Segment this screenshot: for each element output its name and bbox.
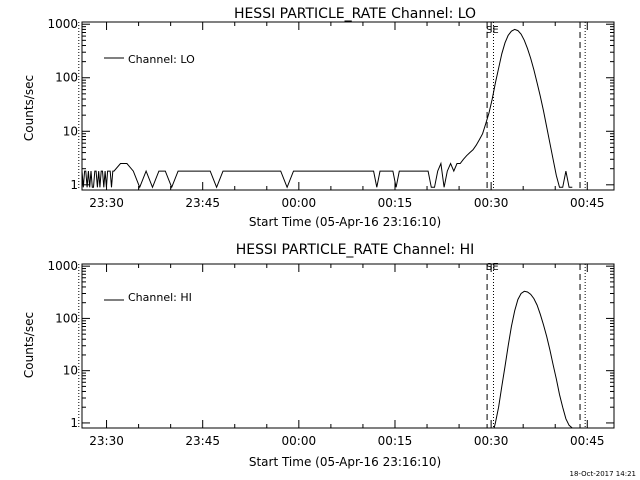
x-axis-label: Start Time (05-Apr-16 23:16:10) <box>249 215 441 229</box>
x-tick-label: 00:00 <box>282 434 317 448</box>
y-tick-label: 1000 <box>47 259 78 273</box>
y-tick-label: 1 <box>70 178 78 192</box>
x-axis-label: Start Time (05-Apr-16 23:16:10) <box>249 455 441 469</box>
series-line <box>82 28 573 189</box>
se-annotation: SE <box>486 262 499 273</box>
y-tick-label: 10 <box>63 364 78 378</box>
x-tick-label: 23:45 <box>185 196 220 210</box>
y-axis-label: Counts/sec <box>22 312 36 378</box>
y-tick-label: 1 <box>70 416 78 430</box>
y-axis-label: Counts/sec <box>22 75 36 141</box>
x-tick-label: 00:45 <box>570 434 605 448</box>
x-tick-label: 23:30 <box>89 434 124 448</box>
y-tick-label: 1000 <box>47 17 78 31</box>
x-tick-label: 00:30 <box>474 196 509 210</box>
series-line <box>493 290 576 428</box>
plot-frame <box>81 21 615 191</box>
x-tick-label: 00:45 <box>570 196 605 210</box>
chart-title: HESSI PARTICLE_RATE Channel: HI <box>236 242 474 258</box>
legend-label: Channel: LO <box>128 53 195 66</box>
x-tick-label: 23:45 <box>185 434 220 448</box>
x-tick-label: 00:15 <box>378 434 413 448</box>
x-tick-label: 00:30 <box>474 434 509 448</box>
y-tick-label: 100 <box>55 311 78 325</box>
plot-frame <box>81 263 615 429</box>
x-tick-label: 23:30 <box>89 196 124 210</box>
chart-title: HESSI PARTICLE_RATE Channel: LO <box>234 6 476 22</box>
x-tick-label: 00:15 <box>378 196 413 210</box>
y-tick-label: 100 <box>55 71 78 85</box>
x-tick-label: 00:00 <box>282 196 317 210</box>
panel-lo: HESSI PARTICLE_RATE Channel: LO Counts/s… <box>22 6 615 229</box>
footer-timestamp: 18-Oct-2017 14:21 <box>570 470 636 478</box>
se-annotation: SE <box>486 25 499 36</box>
y-tick-label: 10 <box>63 124 78 138</box>
panel-hi: HESSI PARTICLE_RATE Channel: HI Counts/s… <box>22 242 615 469</box>
legend-label: Channel: HI <box>128 291 192 304</box>
